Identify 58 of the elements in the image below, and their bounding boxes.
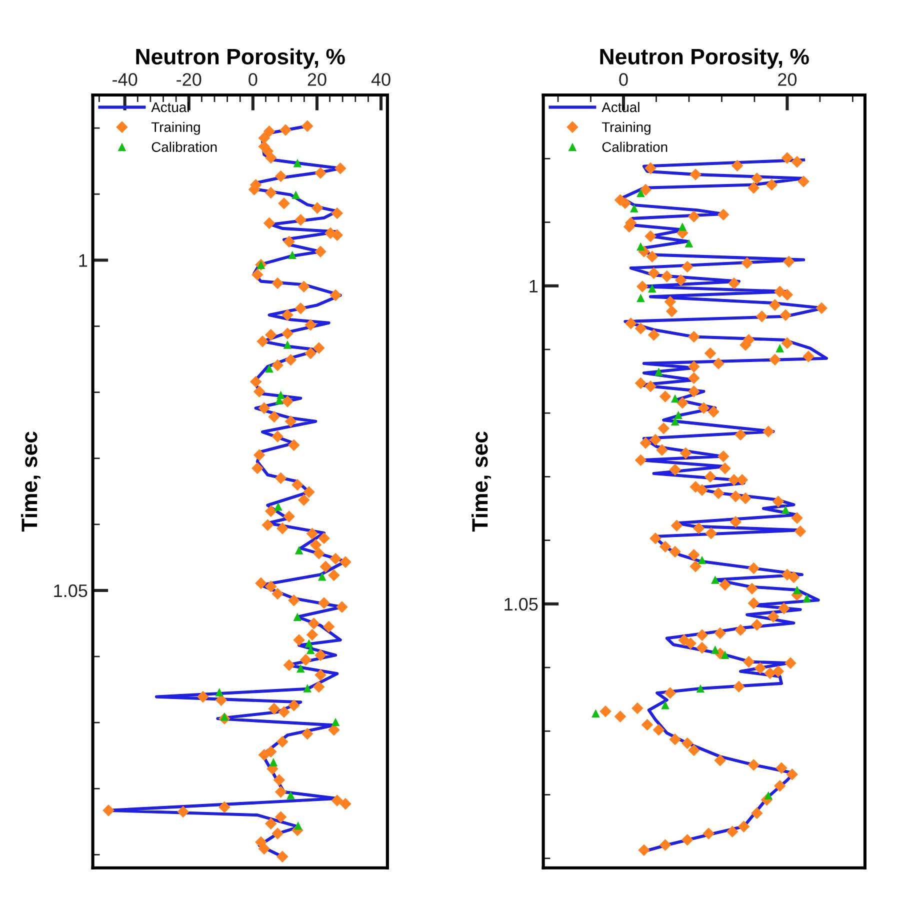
point (661, 700, 670, 710)
point (296, 664, 305, 673)
x-tick-label: 20 (308, 73, 326, 86)
point (303, 684, 312, 692)
point (802, 594, 812, 602)
point (274, 502, 282, 511)
x-tick-label: -20 (176, 73, 202, 86)
point (720, 650, 730, 659)
y-tick-label: 1 (530, 280, 538, 292)
point (696, 684, 705, 693)
y-tick-label: 1 (79, 254, 88, 267)
point (292, 190, 300, 199)
x-axis-title: Neutron Porosity, % (136, 48, 345, 69)
point (215, 688, 224, 696)
point (648, 284, 656, 293)
legend-label: Calibration (602, 142, 668, 152)
y-axis-title: Time, sec (471, 432, 492, 532)
point (283, 340, 292, 349)
point (286, 791, 295, 800)
y-tick-label: 1.05 (504, 598, 538, 611)
point (781, 506, 790, 514)
point (698, 556, 706, 564)
point (776, 344, 784, 352)
point (293, 158, 302, 168)
point (288, 250, 296, 260)
point (318, 572, 326, 581)
x-axis-title: Neutron Porosity, % (600, 48, 809, 69)
point (331, 718, 340, 726)
point (684, 239, 694, 248)
point (265, 364, 274, 373)
point (636, 294, 645, 302)
point (670, 417, 680, 426)
legend-label: Calibration (152, 142, 217, 152)
point (711, 576, 720, 584)
x-tick-label: 0 (619, 73, 628, 86)
point (674, 410, 683, 420)
x-tick-label: 40 (371, 73, 390, 86)
point (294, 821, 302, 830)
y-tick-label: 1.05 (54, 584, 88, 598)
point (269, 758, 278, 766)
point (792, 586, 802, 594)
point (592, 709, 600, 718)
legend-label: Training (151, 122, 200, 135)
point (636, 242, 645, 251)
x-tick-label: -40 (112, 73, 138, 86)
y-axis-title: Time, sec (20, 432, 41, 532)
point (293, 612, 302, 622)
point (220, 712, 229, 721)
x-tick-label: 0 (248, 73, 258, 86)
point (670, 394, 680, 403)
legend-label: Training (602, 122, 650, 135)
point (294, 546, 304, 554)
point (654, 368, 663, 376)
point (678, 222, 687, 231)
point (630, 204, 638, 212)
point (304, 639, 314, 648)
x-tick-label: 20 (778, 73, 797, 86)
point (636, 188, 645, 198)
